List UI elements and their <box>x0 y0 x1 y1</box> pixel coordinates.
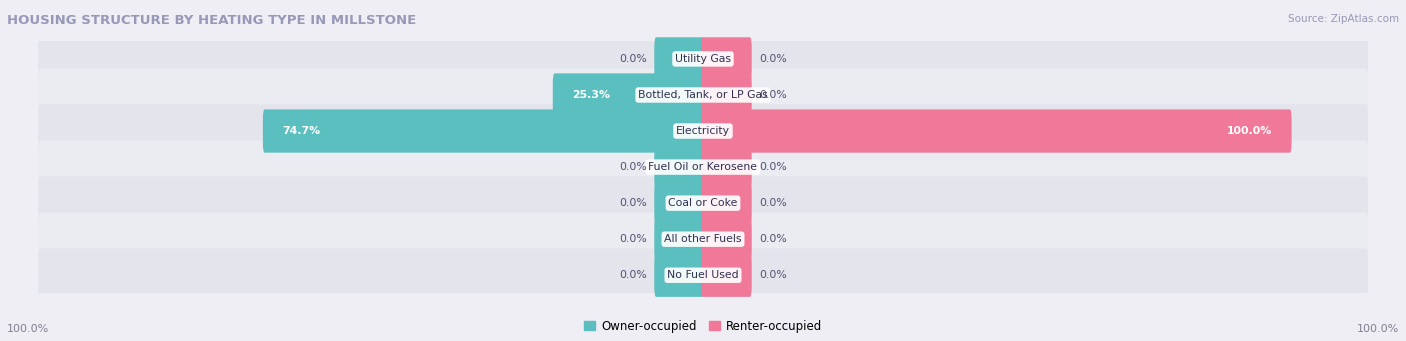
FancyBboxPatch shape <box>38 68 1368 122</box>
Text: 0.0%: 0.0% <box>620 234 647 244</box>
Text: 0.0%: 0.0% <box>759 162 786 172</box>
Text: 100.0%: 100.0% <box>1227 126 1272 136</box>
Text: 0.0%: 0.0% <box>620 162 647 172</box>
FancyBboxPatch shape <box>702 181 752 225</box>
Text: 100.0%: 100.0% <box>1357 324 1399 334</box>
Text: 0.0%: 0.0% <box>620 54 647 64</box>
Text: 25.3%: 25.3% <box>572 90 610 100</box>
FancyBboxPatch shape <box>654 37 704 80</box>
Text: HOUSING STRUCTURE BY HEATING TYPE IN MILLSTONE: HOUSING STRUCTURE BY HEATING TYPE IN MIL… <box>7 14 416 27</box>
Text: Electricity: Electricity <box>676 126 730 136</box>
Text: 0.0%: 0.0% <box>759 270 786 280</box>
Text: 0.0%: 0.0% <box>759 54 786 64</box>
FancyBboxPatch shape <box>702 73 752 117</box>
FancyBboxPatch shape <box>654 218 704 261</box>
FancyBboxPatch shape <box>702 146 752 189</box>
FancyBboxPatch shape <box>263 109 704 153</box>
FancyBboxPatch shape <box>702 109 1292 153</box>
Text: 0.0%: 0.0% <box>759 234 786 244</box>
Text: No Fuel Used: No Fuel Used <box>668 270 738 280</box>
Text: 0.0%: 0.0% <box>620 270 647 280</box>
FancyBboxPatch shape <box>654 254 704 297</box>
FancyBboxPatch shape <box>702 218 752 261</box>
Text: Source: ZipAtlas.com: Source: ZipAtlas.com <box>1288 14 1399 24</box>
Text: 0.0%: 0.0% <box>759 198 786 208</box>
Text: 100.0%: 100.0% <box>7 324 49 334</box>
Text: Utility Gas: Utility Gas <box>675 54 731 64</box>
Text: 0.0%: 0.0% <box>759 90 786 100</box>
FancyBboxPatch shape <box>38 32 1368 86</box>
Text: Coal or Coke: Coal or Coke <box>668 198 738 208</box>
FancyBboxPatch shape <box>553 73 704 117</box>
FancyBboxPatch shape <box>702 37 752 80</box>
Text: Bottled, Tank, or LP Gas: Bottled, Tank, or LP Gas <box>638 90 768 100</box>
FancyBboxPatch shape <box>38 176 1368 230</box>
FancyBboxPatch shape <box>654 181 704 225</box>
FancyBboxPatch shape <box>38 140 1368 194</box>
Text: 74.7%: 74.7% <box>283 126 321 136</box>
FancyBboxPatch shape <box>654 146 704 189</box>
FancyBboxPatch shape <box>38 249 1368 302</box>
Legend: Owner-occupied, Renter-occupied: Owner-occupied, Renter-occupied <box>583 320 823 333</box>
FancyBboxPatch shape <box>38 212 1368 266</box>
FancyBboxPatch shape <box>38 104 1368 158</box>
FancyBboxPatch shape <box>702 254 752 297</box>
Text: All other Fuels: All other Fuels <box>664 234 742 244</box>
Text: Fuel Oil or Kerosene: Fuel Oil or Kerosene <box>648 162 758 172</box>
Text: 0.0%: 0.0% <box>620 198 647 208</box>
